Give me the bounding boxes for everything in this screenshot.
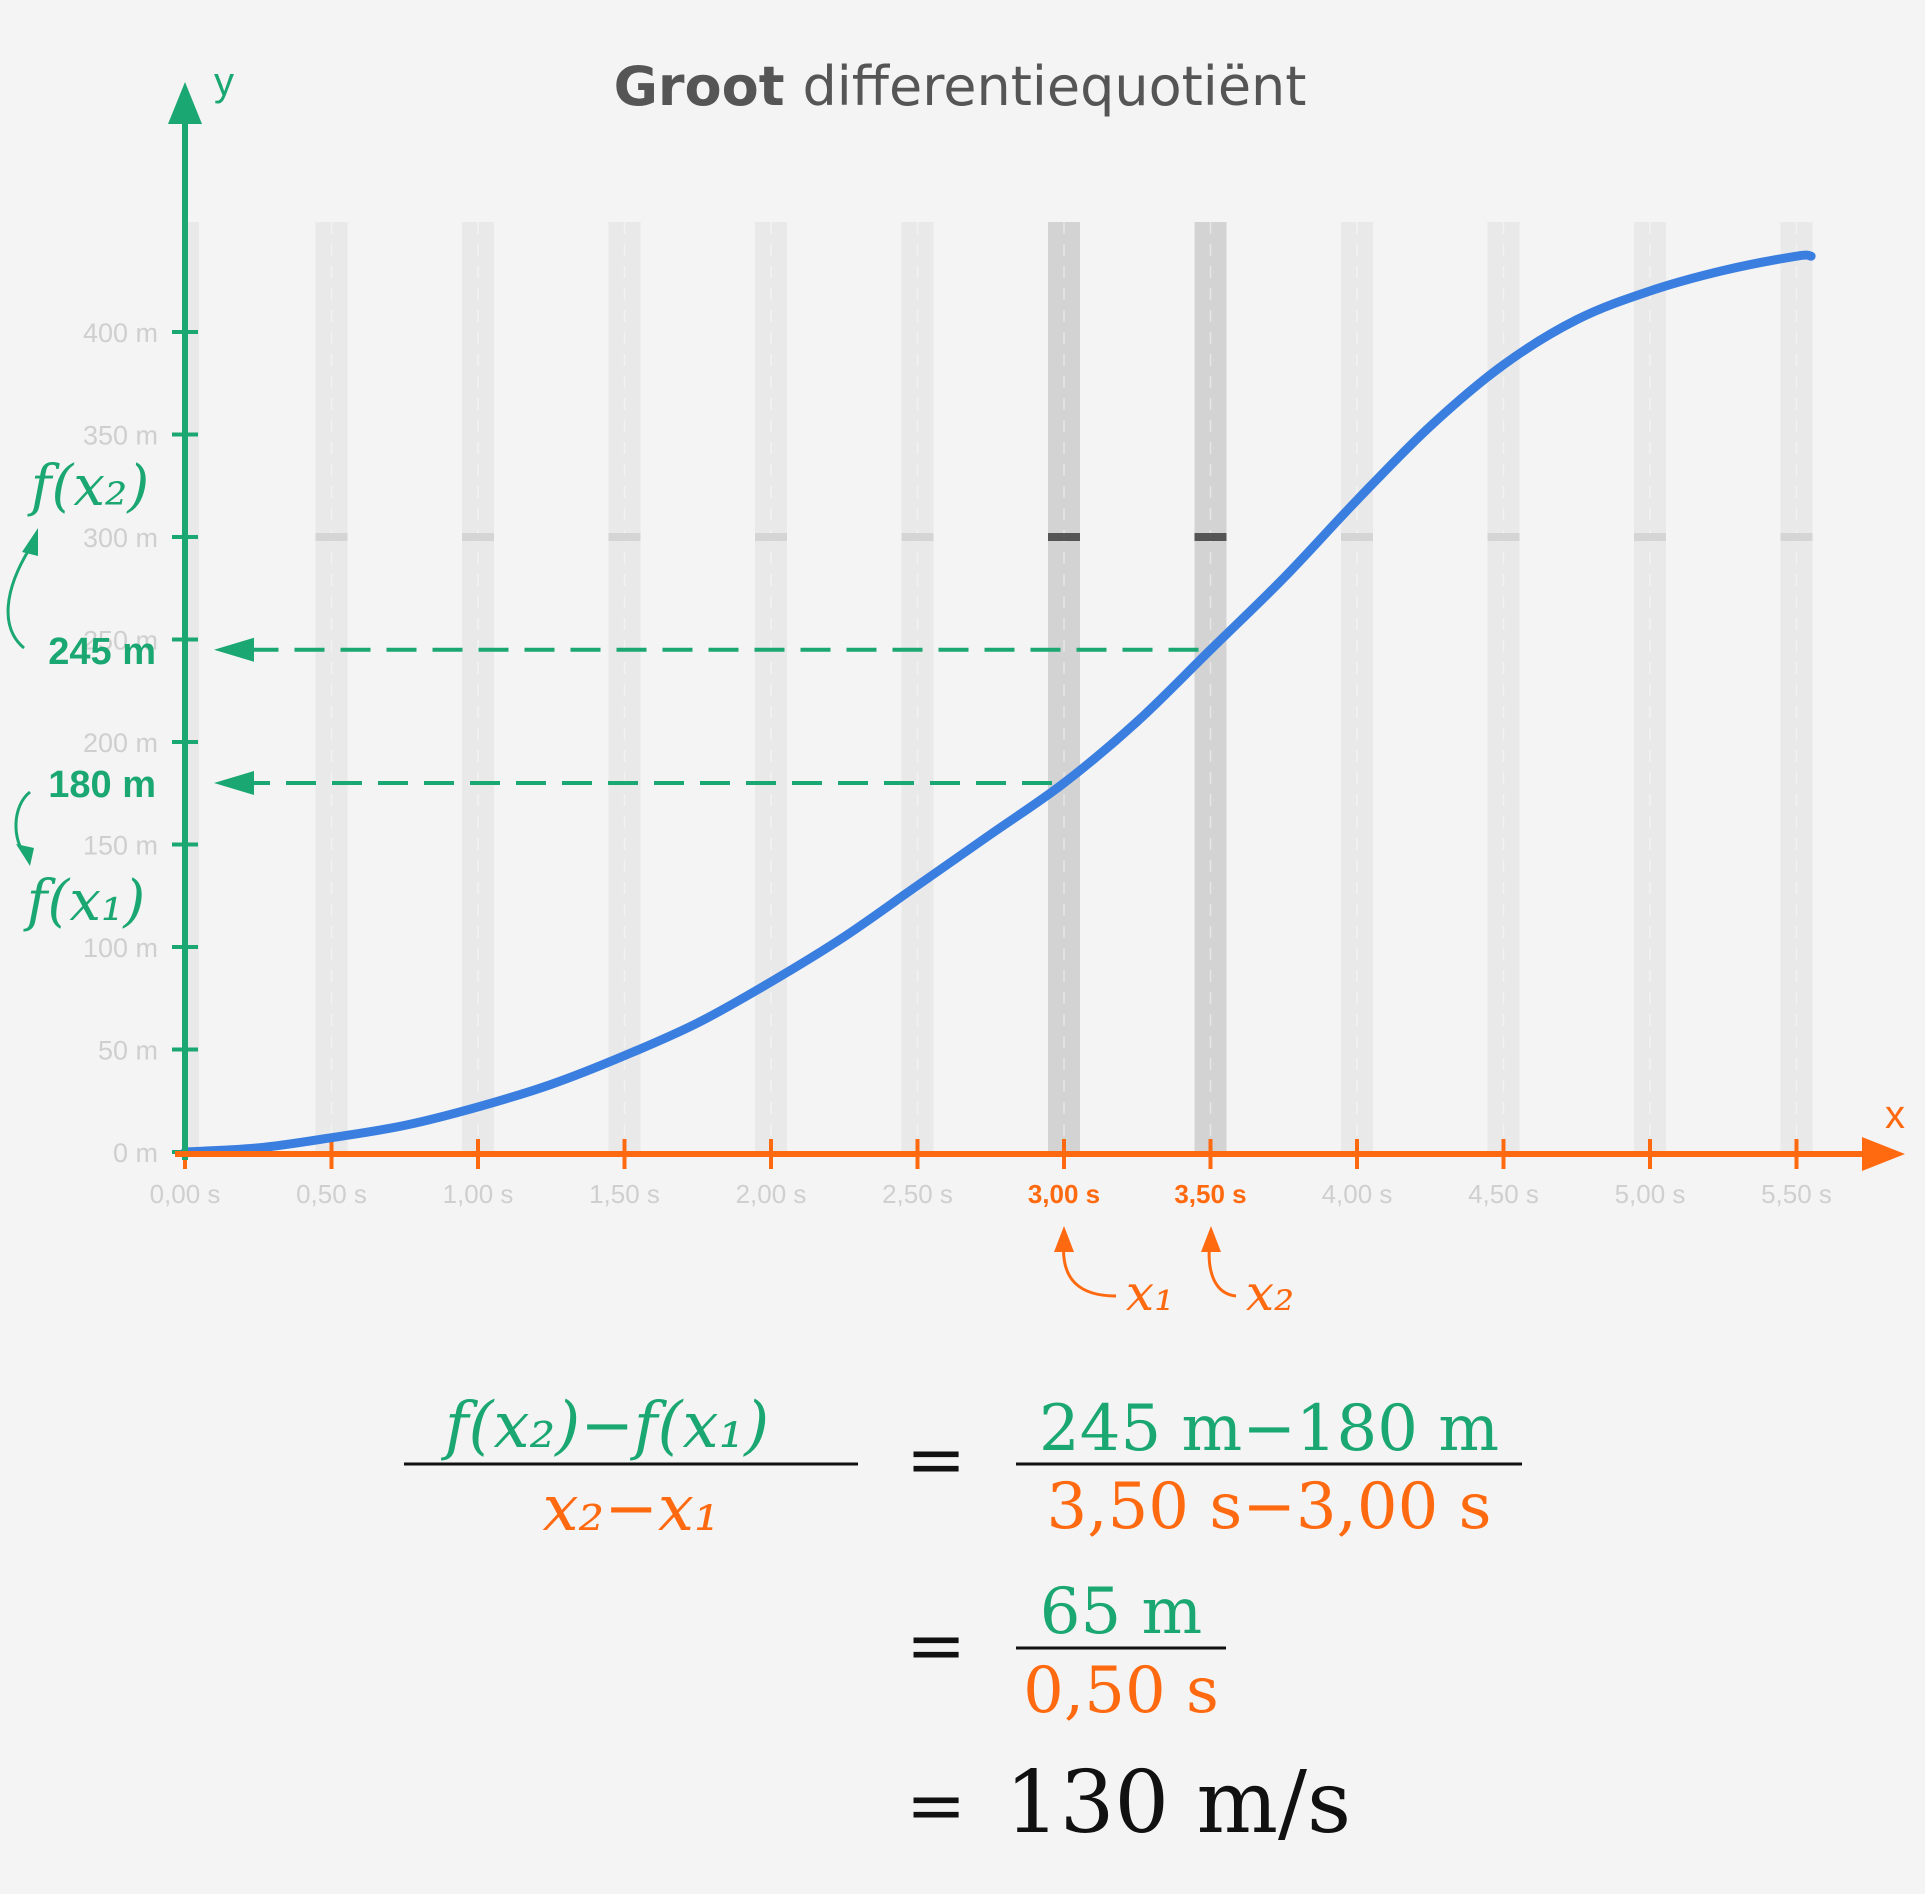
lhs-numerator: f(x₂)−f(x₁) <box>441 1389 769 1463</box>
y-tick-label: 300 m <box>83 523 158 553</box>
y-tick-label: 50 m <box>98 1036 158 1066</box>
rhs2-numerator: 65 m <box>1040 1575 1202 1649</box>
checkered-marker <box>462 533 494 541</box>
title-rest: differentiequotiënt <box>803 55 1307 118</box>
title-bold: Groot <box>614 55 785 118</box>
guide-arrow-icon <box>214 771 254 795</box>
x-tick-label: 0,50 s <box>296 1179 367 1209</box>
lhs-num-minus: − <box>580 1389 634 1463</box>
checkered-marker <box>1487 533 1520 541</box>
fx2-annotation: f(x₂) <box>27 454 149 519</box>
x2-annotation: x₂ <box>1246 1264 1294 1322</box>
fx1-annotation: f(x₁) <box>23 869 145 934</box>
checkered-marker <box>1194 533 1227 541</box>
lhs-den-minus: − <box>604 1472 658 1546</box>
track-strips <box>183 222 1813 1152</box>
rhs1-num-a: 245 m <box>1039 1392 1242 1466</box>
highlight-labels: 245 m 180 m f(x₂) f(x₁) x₁ x₂ <box>6 454 1294 1322</box>
equals-sign-1: = <box>906 1417 966 1501</box>
checkered-marker <box>901 533 934 541</box>
x-tick-label: 2,00 s <box>736 1179 807 1209</box>
guide-lines <box>214 637 1199 795</box>
guide-arrow-icon <box>214 637 254 662</box>
equals-sign-2: = <box>906 1603 966 1687</box>
fx1-value-label: 180 m <box>48 764 156 806</box>
x-axis-arrow-icon <box>1862 1137 1905 1171</box>
difference-quotient-formula: f(x₂)−f(x₁) x₂−x₁ = 245 m−180 m 3,50 s−3… <box>404 1389 1522 1853</box>
x-axis-label: x <box>1885 1093 1905 1137</box>
lhs-den-x2: x₂ <box>542 1472 604 1546</box>
x1-arrow-icon <box>1054 1226 1074 1252</box>
x-axis: x <box>175 1093 1905 1171</box>
chart-title: Groot differentiequotiënt <box>614 55 1307 118</box>
checkered-marker <box>1634 533 1666 541</box>
x-tick-label: 5,50 s <box>1761 1179 1832 1209</box>
y-axis-label: y <box>214 60 234 104</box>
x-tick-label: 4,00 s <box>1322 1179 1393 1209</box>
checkered-marker <box>315 533 348 541</box>
rhs1-numerator: 245 m−180 m <box>1039 1392 1499 1466</box>
x2-arrow-icon <box>1201 1226 1221 1252</box>
fx2-arrow-icon <box>22 528 38 556</box>
x-tick-label: 5,00 s <box>1615 1179 1686 1209</box>
checkered-marker <box>1780 533 1813 541</box>
rhs1-den-b: 3,00 s <box>1296 1470 1492 1544</box>
x-tick-label: 2,50 s <box>882 1179 953 1209</box>
checkered-marker <box>1048 533 1080 541</box>
x-ticks: 0,00 s 0,50 s 1,00 s 1,50 s 2,00 s 2,50 s 3,00… <box>150 1139 1832 1209</box>
result-value: 130 m/s <box>1005 1753 1351 1853</box>
rhs1-den-minus: − <box>1242 1470 1296 1544</box>
y-axis: y <box>168 60 234 1160</box>
y-axis-arrow-icon <box>168 82 202 124</box>
rhs1-num-minus: − <box>1242 1392 1296 1466</box>
series-line <box>180 250 1816 1157</box>
lhs-num-fx1: f(x₁) <box>630 1389 769 1463</box>
fx1-arrow-icon <box>16 844 34 866</box>
y-tick-label: 0 m <box>113 1138 158 1168</box>
rhs1-num-b: 180 m <box>1296 1392 1499 1466</box>
rhs1-denominator: 3,50 s−3,00 s <box>1047 1470 1492 1544</box>
rhs1-den-a: 3,50 s <box>1047 1470 1243 1544</box>
checkered-marker <box>755 533 787 541</box>
lhs-num-fx2: f(x₂) <box>441 1389 580 1463</box>
x-tick-label: 3,00 s <box>1028 1179 1100 1209</box>
x-tick-label: 4,50 s <box>1468 1179 1539 1209</box>
y-ticks: 0 m 50 m 100 m 150 m 200 m 250 m 300 m 350 m 400… <box>83 318 198 1168</box>
y-tick-label: 350 m <box>83 421 158 451</box>
x1-annotation: x₁ <box>1126 1264 1174 1322</box>
checkered-marker <box>1341 533 1373 541</box>
y-tick-label: 150 m <box>83 831 158 861</box>
x-tick-label: 1,50 s <box>589 1179 660 1209</box>
x-tick-label: 0,00 s <box>150 1179 221 1209</box>
rhs2-denominator: 0,50 s <box>1023 1654 1219 1728</box>
x-tick-label: 1,00 s <box>443 1179 514 1209</box>
checkered-marker <box>608 533 641 541</box>
lhs-den-x1: x₁ <box>658 1472 720 1546</box>
lhs-denominator: x₂−x₁ <box>542 1472 719 1546</box>
y-tick-label: 250 m <box>83 626 158 656</box>
equals-sign-3: = <box>906 1763 966 1847</box>
fx2-curved-arrow <box>6 547 32 650</box>
y-tick-label: 400 m <box>83 318 158 348</box>
x-tick-label: 3,50 s <box>1174 1179 1246 1209</box>
y-tick-label: 200 m <box>83 728 158 758</box>
y-tick-label: 100 m <box>83 933 158 963</box>
fx2-value-label: 245 m <box>48 631 156 673</box>
